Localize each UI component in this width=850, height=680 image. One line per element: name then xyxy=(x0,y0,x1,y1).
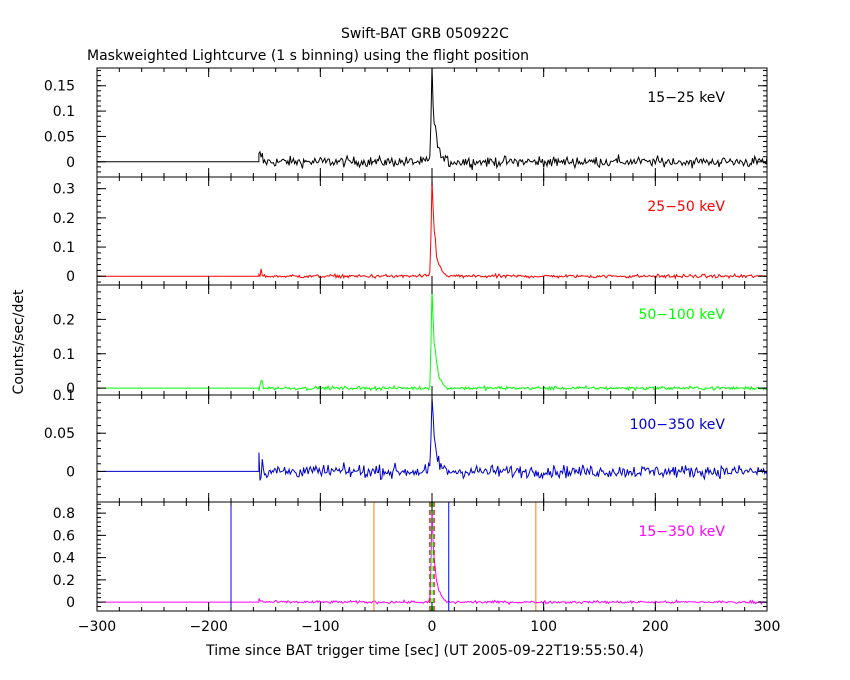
y-tick-label: 0 xyxy=(66,381,75,397)
panel-3: 0 0.1 0.2 50−100 keV xyxy=(53,284,768,397)
x-tick-label: −100 xyxy=(301,619,339,635)
y-tick-label: 0.8 xyxy=(53,506,75,522)
y-tick-label: 0.05 xyxy=(44,129,75,145)
y-tick-label: 0.1 xyxy=(53,388,75,404)
band-label: 50−100 keV xyxy=(638,307,725,323)
y-tick-label: 0.3 xyxy=(53,182,75,198)
y-tick-label: 0.1 xyxy=(53,240,75,256)
band-label: 15−350 keV xyxy=(638,524,725,540)
x-tick-label: 0 xyxy=(428,619,437,635)
series-line-5 xyxy=(97,507,767,606)
series-line-2 xyxy=(97,180,767,280)
y-axis-label: Counts/sec/det xyxy=(11,289,27,394)
x-tick-label: 300 xyxy=(754,619,781,635)
y-tick-label: 0 xyxy=(66,595,75,611)
series-line-4 xyxy=(97,397,767,481)
y-tick-label: 0 xyxy=(66,269,75,285)
x-tick-label: −200 xyxy=(189,619,227,635)
series-line-1 xyxy=(97,68,767,170)
chart-subtitle: Maskweighted Lightcurve (1 s binning) us… xyxy=(87,48,529,64)
y-tick-label: 0.6 xyxy=(53,528,75,544)
y-tick-label: 0.2 xyxy=(53,312,75,328)
y-tick-label: 0.2 xyxy=(53,211,75,227)
band-label: 15−25 keV xyxy=(647,90,725,106)
y-tick-label: 0.2 xyxy=(53,573,75,589)
x-tick-labels: −300 −200 −100 0 100 200 300 xyxy=(78,619,781,635)
y-tick-label: 0.1 xyxy=(53,347,75,363)
x-axis-label: Time since BAT trigger time [sec] (UT 20… xyxy=(205,643,644,659)
panel-1: 0 0.05 0.1 0.15 15−25 keV xyxy=(44,67,768,178)
y-tick-label: 0.1 xyxy=(53,104,75,120)
panel-4: 0 0.05 0.1 100−350 keV xyxy=(44,388,768,503)
band-label: 25−50 keV xyxy=(647,199,725,215)
y-tick-label: 0 xyxy=(66,464,75,480)
x-tick-label: −300 xyxy=(78,619,116,635)
y-tick-label: 0.4 xyxy=(53,551,75,567)
y-tick-label: 0 xyxy=(66,155,75,171)
x-tick-label: 200 xyxy=(642,619,669,635)
series-line-3 xyxy=(97,290,767,392)
band-label: 100−350 keV xyxy=(630,417,726,433)
panel-2: 0 0.1 0.2 0.3 25−50 keV xyxy=(53,176,768,286)
x-tick-label: 100 xyxy=(530,619,557,635)
y-tick-label: 0.15 xyxy=(44,79,75,95)
y-tick-label: 0.05 xyxy=(44,426,75,442)
panel-5: 0 0.2 0.4 0.6 0.8 15−350 keV xyxy=(53,501,768,612)
chart-title: Swift-BAT GRB 050922C xyxy=(341,26,509,42)
